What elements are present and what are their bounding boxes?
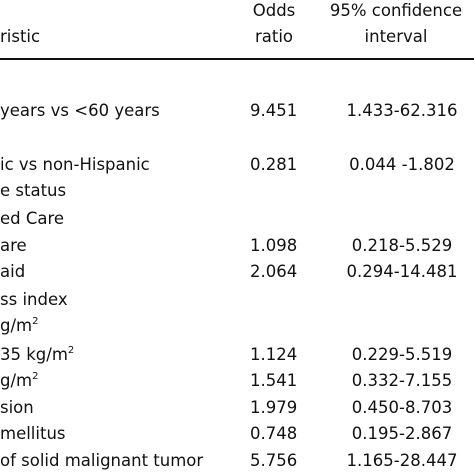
row-label: g/m2 — [0, 315, 39, 335]
row-label: ss index — [0, 290, 68, 309]
row-ci: 0.195-2.867 — [351, 424, 453, 443]
row-odds-ratio: 9.451 — [250, 101, 298, 120]
row-ci: 1.433-62.316 — [346, 101, 458, 120]
row-ci: 0.450-8.703 — [351, 398, 453, 417]
row-odds-ratio: 1.098 — [250, 236, 298, 255]
row-odds-ratio: 0.748 — [250, 424, 298, 443]
row-label: ed Care — [0, 209, 65, 228]
row-ci: 0.229-5.519 — [351, 345, 453, 364]
row-label: years vs <60 years — [0, 101, 160, 120]
header-odds-line1: Odds — [252, 1, 296, 20]
row-odds-ratio: 5.756 — [250, 451, 298, 470]
row-ci: 1.165-28.447 — [346, 451, 458, 470]
header-characteristic: ristic — [0, 27, 41, 46]
row-label: e status — [0, 181, 67, 200]
header-ci-line1: 95% confidence — [329, 1, 463, 20]
row-odds-ratio: 1.979 — [250, 398, 298, 417]
row-label: are — [0, 236, 27, 255]
row-label: of solid malignant tumor — [0, 451, 204, 470]
row-label: mellitus — [0, 424, 66, 443]
row-label: sion — [0, 398, 34, 417]
header-odds-line2: ratio — [254, 27, 294, 46]
header-rule — [0, 58, 474, 60]
row-label: ic vs non-Hispanic — [0, 155, 150, 174]
row-label: 35 kg/m2 — [0, 344, 75, 364]
row-odds-ratio: 2.064 — [250, 262, 298, 281]
row-odds-ratio: 0.281 — [250, 155, 298, 174]
row-odds-ratio: 1.124 — [250, 345, 298, 364]
row-odds-ratio: 1.541 — [250, 371, 298, 390]
row-ci: 0.332-7.155 — [351, 371, 453, 390]
row-ci: 0.218-5.529 — [351, 236, 453, 255]
row-ci: 0.294-14.481 — [346, 262, 458, 281]
row-label: aid — [0, 262, 26, 281]
row-label: g/m2 — [0, 370, 39, 390]
row-ci: 0.044 -1.802 — [349, 155, 455, 174]
header-ci-line2: interval — [364, 27, 428, 46]
